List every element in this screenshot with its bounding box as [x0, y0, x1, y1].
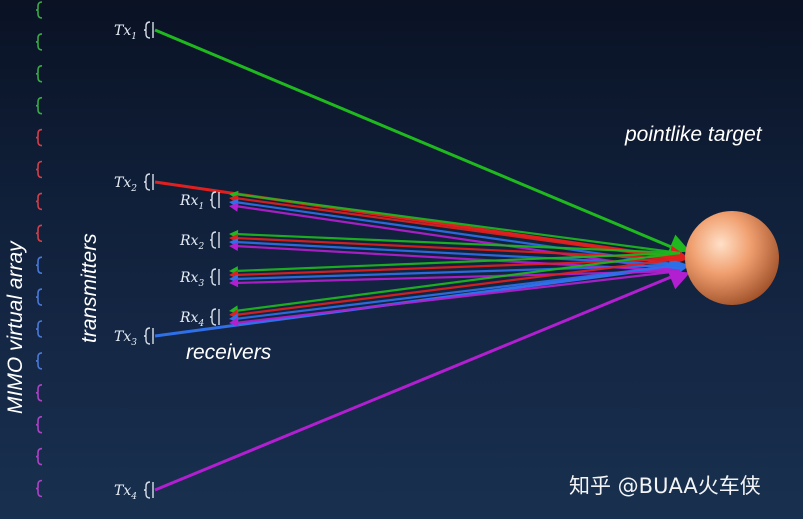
virtual-array-element: [35, 256, 43, 274]
rx-label: Rx1: [179, 193, 204, 212]
mimo-virtual-array-label: MIMO virtual array: [4, 240, 27, 414]
transmit-path: [154, 271, 683, 492]
antenna-element: [209, 268, 220, 286]
arrow-head: [229, 317, 239, 327]
tx-label: Tx4: [114, 483, 137, 502]
virtual-array-element: [35, 320, 43, 338]
pointlike-target-sphere: [685, 211, 779, 305]
transmitters-label: transmitters: [78, 233, 101, 343]
antenna-element: [143, 327, 154, 345]
virtual-array-element: [35, 384, 43, 402]
watermark: 知乎 @BUAA火车侠: [569, 474, 761, 498]
virtual-array-element: [35, 160, 43, 179]
tx-label: Tx3: [114, 329, 137, 348]
virtual-array-element: [35, 224, 43, 243]
rx-label: Rx2: [179, 233, 204, 252]
tx-label: Tx2: [114, 175, 137, 194]
virtual-array-element: [35, 128, 43, 147]
receivers-label: receivers: [186, 341, 272, 364]
echo-path: [234, 251, 681, 313]
arrow-head: [229, 202, 239, 212]
antenna-element: [209, 191, 220, 209]
transmit-path: [154, 28, 683, 253]
signal-paths: [154, 28, 690, 492]
arrow-head: [229, 242, 239, 251]
virtual-array-element: [35, 352, 43, 370]
rx-label: Rx4: [179, 310, 204, 329]
rx-label: Rx3: [179, 270, 204, 289]
arrow-head: [229, 278, 239, 288]
echo-path: [234, 269, 681, 325]
antenna-element: [143, 481, 154, 499]
antenna-element: [209, 308, 220, 326]
echo-path: [234, 232, 681, 255]
echo-path: [234, 251, 681, 273]
virtual-array-element: [35, 447, 43, 466]
arrow-head: [667, 270, 690, 290]
virtual-array-element: [35, 65, 43, 83]
antenna-element: [209, 231, 220, 249]
virtual-array-element: [35, 33, 43, 51]
tx-label: Tx1: [114, 23, 137, 42]
antenna-elements: Tx1 Tx2 Tx3 Tx4 Rx1 Rx2 Rx3 Rx4: [114, 21, 220, 502]
antenna-element: [143, 21, 154, 39]
virtual-array-element: [35, 479, 43, 498]
pointlike-target-label: pointlike target: [624, 123, 763, 146]
echo-path: [234, 257, 681, 317]
virtual-array-element: [35, 96, 43, 115]
virtual-array-element: [35, 415, 43, 434]
virtual-array-element: [35, 288, 43, 306]
virtual-array-element: [35, 192, 43, 211]
echo-path: [234, 192, 681, 255]
virtual-array-elements: [35, 1, 43, 498]
antenna-element: [143, 173, 154, 191]
echo-path: [234, 263, 681, 321]
virtual-array-element: [35, 1, 43, 19]
